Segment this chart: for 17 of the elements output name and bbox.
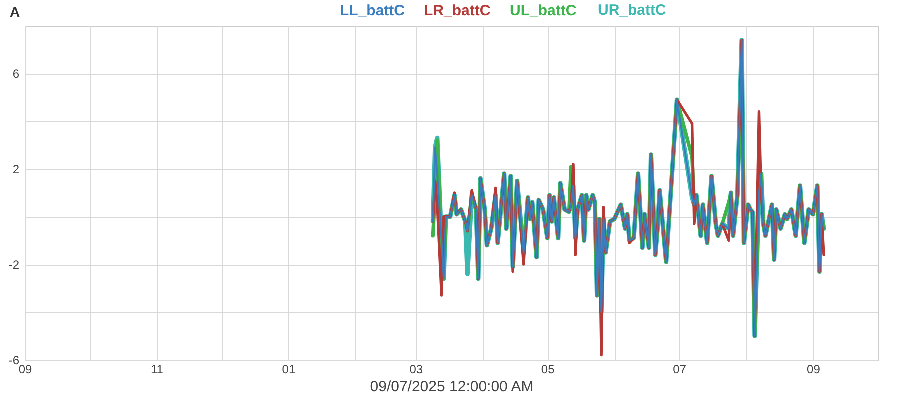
x-axis-title: 09/07/2025 12:00:00 AM (370, 378, 534, 396)
x-tick-label: 07 (673, 362, 687, 376)
y-tick-label: 6 (12, 67, 20, 82)
x-tick-label: 01 (282, 362, 296, 376)
x-tick-label: 03 (410, 362, 424, 376)
text: UR_battC (598, 2, 666, 19)
text: LR_battC (424, 2, 491, 20)
text: UL_battC (510, 2, 577, 20)
text: LL_battC (340, 2, 406, 20)
x-tick-label: 09 (807, 362, 821, 376)
x-tick-label: 11 (150, 362, 164, 376)
x-tick-label: 05 (541, 362, 556, 376)
y-tick-label: -2 (8, 258, 20, 272)
x-tick-label: 09 (18, 362, 32, 376)
y-tick-label: -6 (8, 354, 20, 368)
y-tick-label: 2 (12, 162, 20, 177)
text: A (10, 4, 20, 20)
